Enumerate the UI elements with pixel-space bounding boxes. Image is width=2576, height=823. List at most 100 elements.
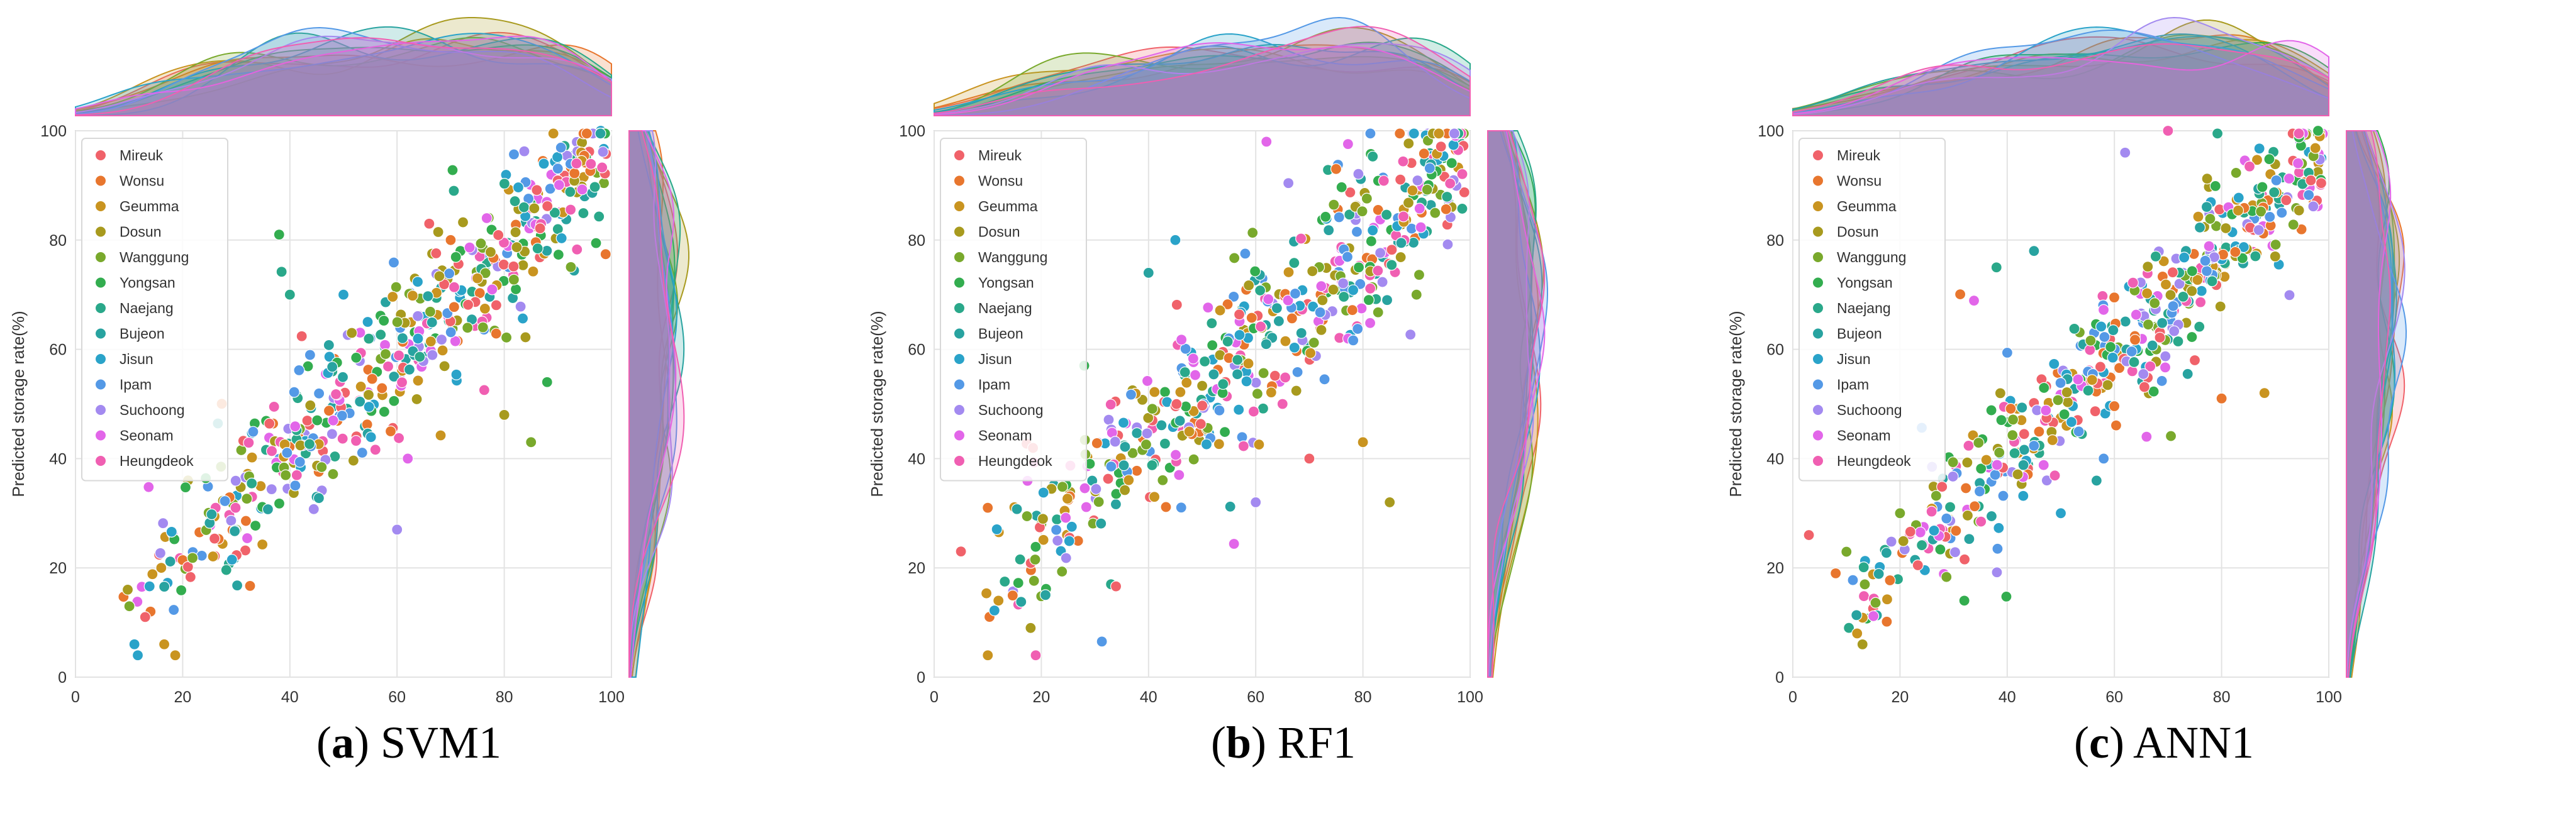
y-tick-label: 60 (908, 341, 925, 359)
data-point-ipam (508, 148, 520, 160)
data-point-geumma (2251, 154, 2263, 166)
data-point-wanggung (2287, 219, 2299, 231)
data-point-dosun (347, 455, 359, 467)
data-point-geumma (158, 638, 170, 650)
chart-panel-b: 020406080100020406080100Actural storage … (867, 16, 1549, 706)
data-point-mireuk (1233, 309, 1246, 321)
data-point-bujeon (1985, 510, 1998, 522)
data-point-naejang (276, 266, 287, 278)
data-point-ipam (168, 604, 180, 616)
data-point-dosun (1317, 294, 1329, 306)
caption-letter: c (2089, 717, 2109, 768)
kde-top-naejang (75, 32, 612, 116)
data-point-wanggung (1429, 207, 1441, 219)
data-point-dosun (517, 259, 529, 271)
y-tick-label: 40 (1766, 450, 1784, 468)
data-point-geumma (1061, 493, 1074, 505)
data-point-heungdeok (1858, 590, 1870, 602)
data-point-naejang (1222, 336, 1234, 348)
data-point-wonsu (376, 382, 388, 394)
kde-top-seonam (934, 42, 1471, 116)
data-point-naejang (303, 438, 316, 450)
data-point-bujeon (1323, 224, 1335, 236)
data-point-mireuk (1912, 559, 1924, 572)
data-point-jisun (226, 554, 238, 566)
marginal-kde-top (1792, 16, 2329, 116)
data-point-seonam (1413, 202, 1425, 214)
data-point-mireuk (534, 223, 546, 235)
legend-swatch (1812, 277, 1824, 289)
data-point-seonam (1189, 369, 1202, 381)
data-point-ipam (2055, 377, 2066, 389)
data-point-bujeon (396, 332, 408, 344)
data-point-suchoong (1991, 566, 2003, 578)
data-point-wanggung (379, 348, 392, 360)
data-point-heungdeok (1237, 440, 1249, 452)
y-tick-label: 100 (899, 123, 925, 140)
data-point-heungdeok (596, 162, 608, 174)
legend-label: Wanggung (1837, 249, 1906, 265)
data-point-seonam (1202, 302, 1214, 314)
legend-swatch (954, 429, 965, 441)
y-tick-label: 80 (908, 232, 925, 250)
data-point-dosun (498, 409, 510, 421)
data-point-seonam (2203, 240, 2215, 252)
data-point-seonam (1228, 538, 1240, 550)
legend-box (940, 138, 1087, 482)
marginal-kde-top (934, 16, 1471, 116)
data-point-dosun (1961, 509, 1974, 522)
data-point-wanggung (1157, 474, 1169, 486)
data-point-mireuk (264, 417, 276, 429)
data-point-heungdeok (1295, 233, 1307, 245)
data-point-dosun (411, 393, 423, 406)
data-point-geumma (981, 587, 993, 599)
data-point-bujeon (2028, 245, 2040, 257)
data-point-ipam (1333, 211, 1345, 223)
data-point-yongsan (1446, 157, 1458, 169)
data-point-mireuk (430, 247, 442, 260)
legend-swatch (954, 175, 965, 187)
data-point-suchoong (1337, 277, 1349, 289)
data-point-jisun (411, 276, 424, 288)
data-point-suchoong (2307, 201, 2319, 213)
legend-box (81, 138, 228, 482)
data-point-suchoong (1090, 483, 1102, 495)
legend-swatch (954, 302, 965, 314)
data-point-seonam (2038, 459, 2049, 471)
legend-label: Ipam (978, 377, 1010, 393)
data-point-heungdeok (1276, 398, 1288, 410)
data-point-yongsan (2312, 124, 2324, 137)
data-point-suchoong (515, 301, 527, 312)
data-point-bujeon (1963, 533, 1975, 545)
data-point-jisun (450, 368, 462, 380)
legend-swatch (95, 201, 106, 212)
data-point-wanggung (1841, 546, 1853, 558)
data-point-geumma (207, 550, 219, 563)
data-point-dosun (511, 241, 523, 253)
data-point-heungdeok (2293, 128, 2305, 140)
data-point-wonsu (1884, 574, 1896, 587)
data-point-mireuk (296, 330, 308, 342)
data-point-suchoong (427, 349, 438, 361)
legend-swatch (1812, 201, 1824, 212)
marginal-kde-right (628, 130, 690, 678)
data-point-dosun (346, 327, 358, 339)
y-tick-label: 0 (58, 669, 67, 687)
data-point-seonam (1356, 302, 1368, 314)
data-point-jisun (2178, 251, 2190, 263)
data-point-ipam (313, 387, 325, 399)
x-tick-label: 20 (1032, 688, 1050, 706)
data-point-heungdeok (1247, 406, 1260, 417)
data-point-yongsan (311, 414, 323, 426)
legend-label: Heungdeok (1837, 453, 1911, 469)
data-point-wonsu (2216, 392, 2228, 404)
data-point-seonam (481, 212, 493, 224)
data-point-ipam (1105, 460, 1117, 473)
data-point-wonsu (2229, 246, 2241, 258)
data-point-bujeon (326, 361, 338, 373)
legend-label: Yongsan (978, 275, 1034, 291)
data-point-wonsu (2129, 334, 2141, 346)
kde-top-ipam (75, 27, 612, 116)
kde-top-dosun (75, 16, 612, 116)
data-point-naejang (1990, 262, 2002, 273)
